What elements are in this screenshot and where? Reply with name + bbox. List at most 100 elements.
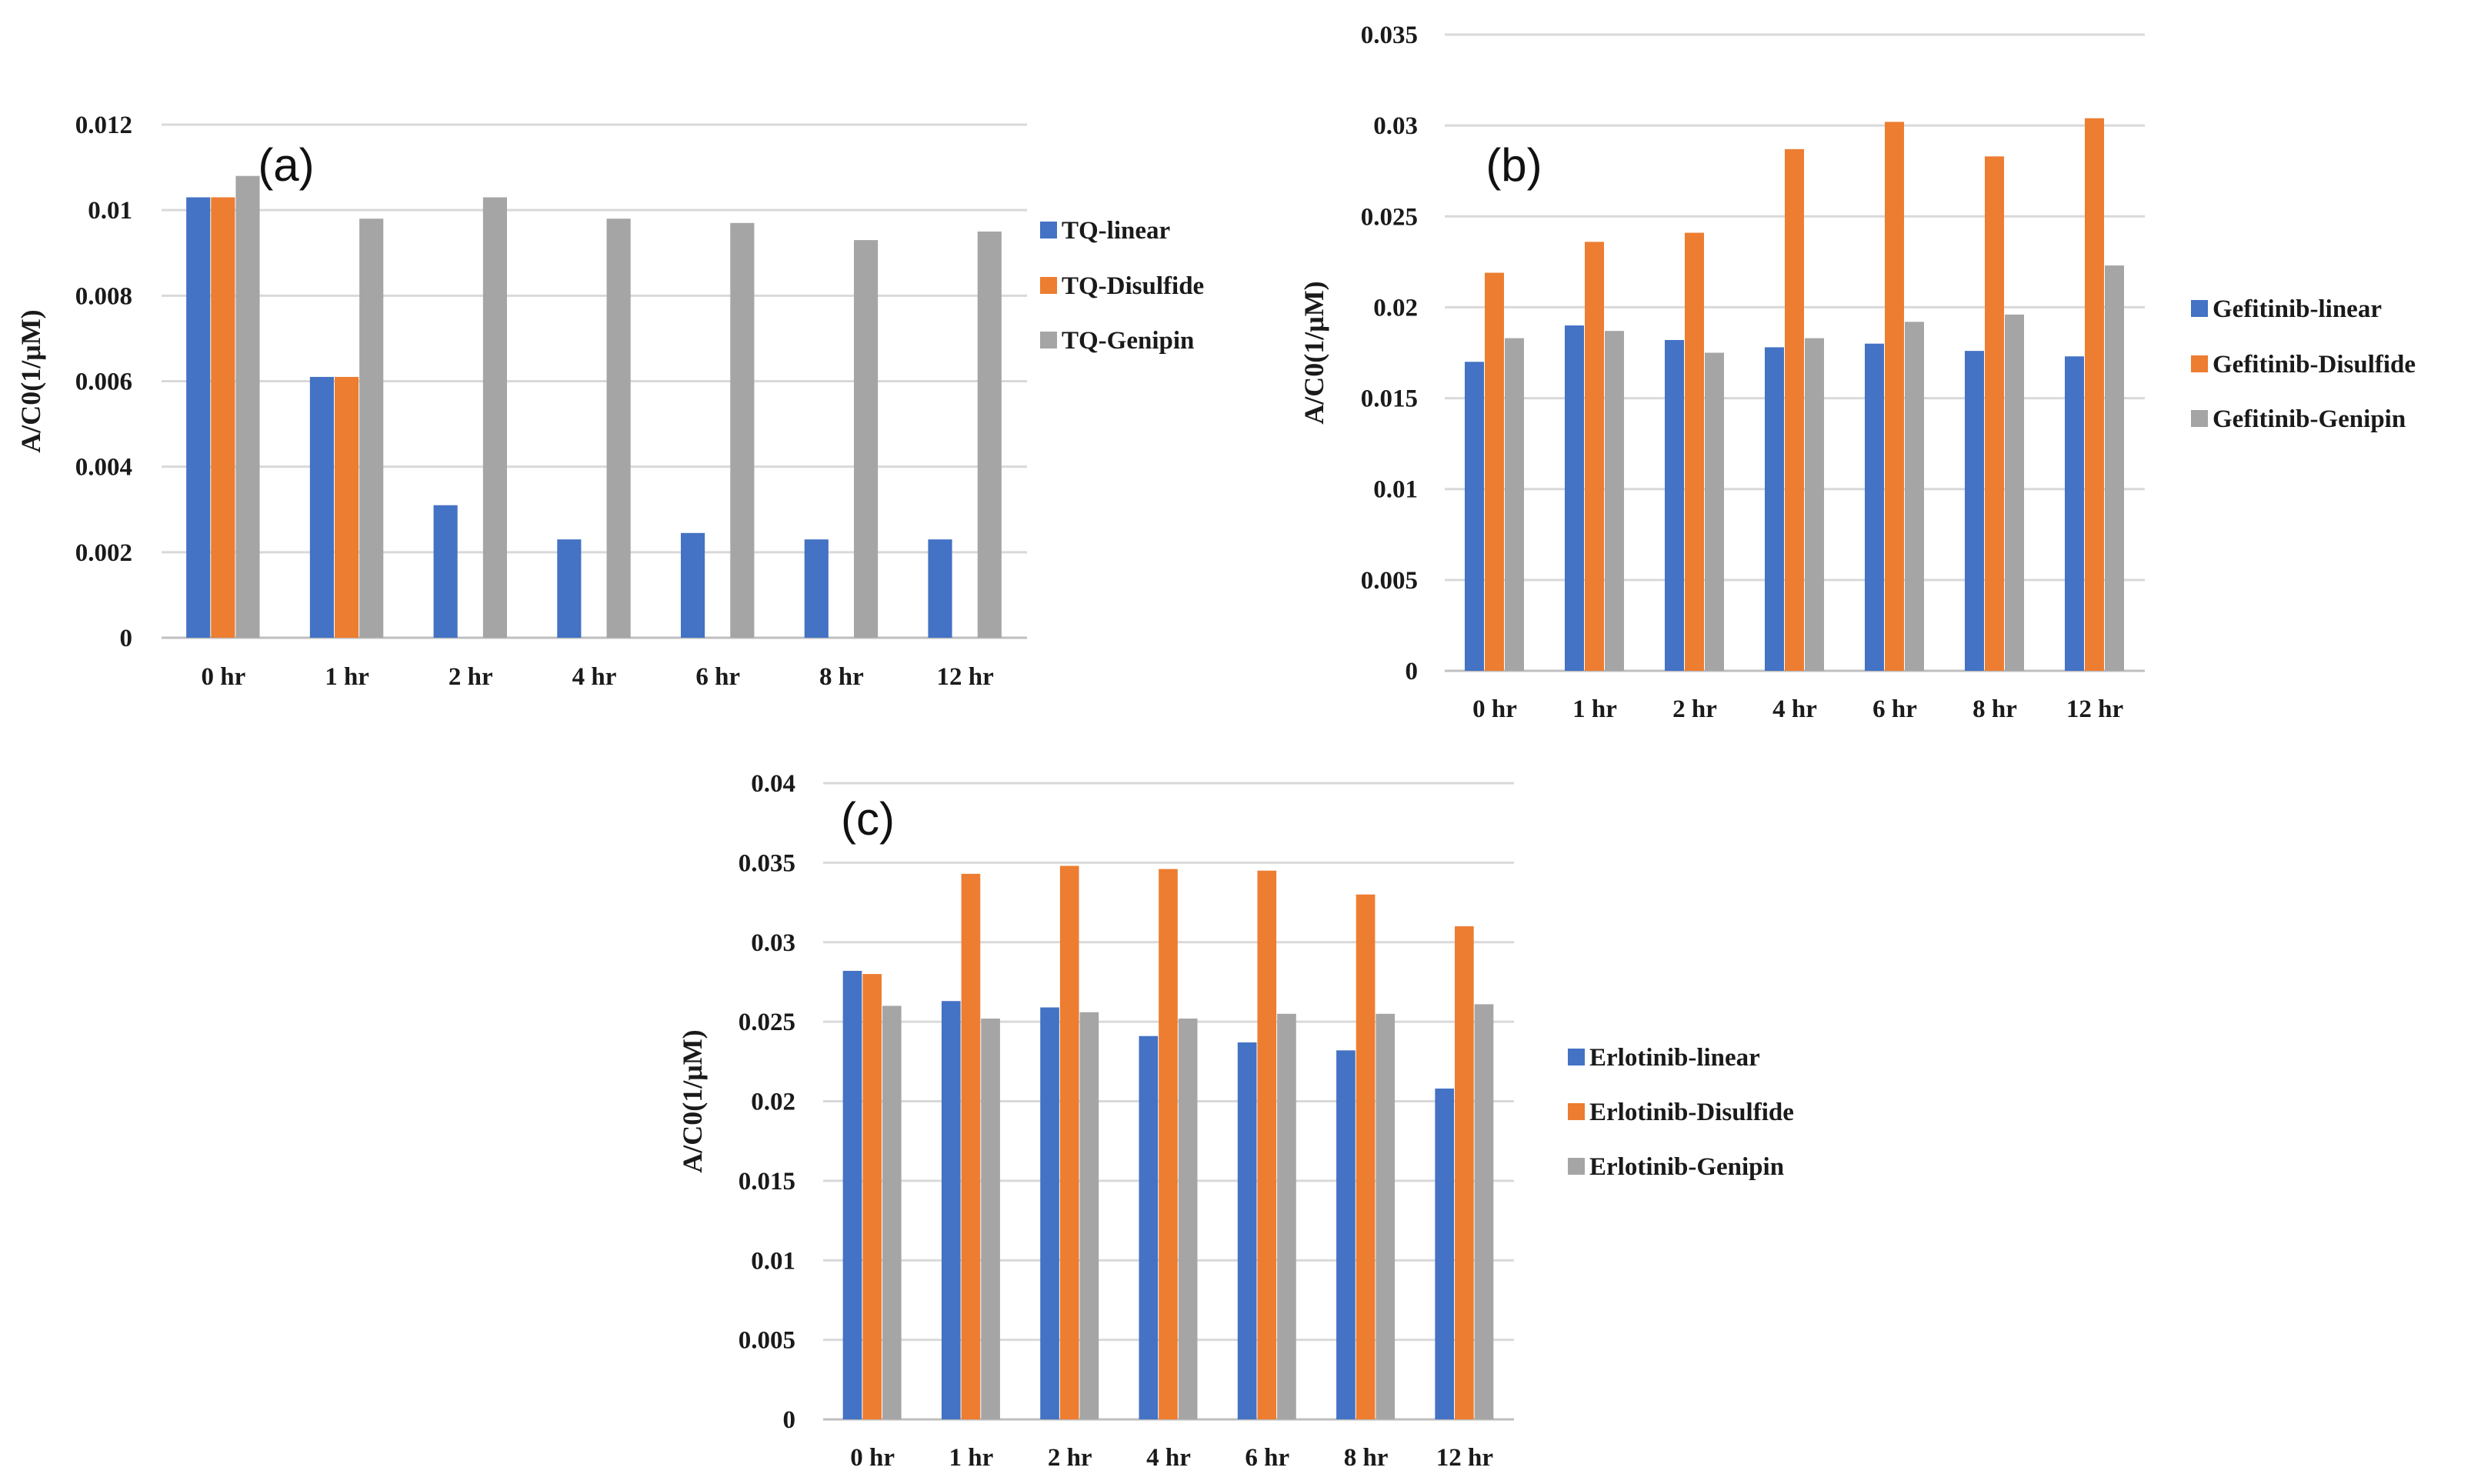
bar-linear xyxy=(1237,1042,1257,1419)
x-tick-label: 12 hr xyxy=(937,663,994,691)
x-tick-label: 1 hr xyxy=(325,663,369,691)
x-tick-label: 8 hr xyxy=(1344,1444,1389,1472)
bar-genipin xyxy=(2005,314,2024,671)
bar-disulfide xyxy=(211,197,235,638)
bar-linear xyxy=(186,197,211,638)
y-tick-label: 0.015 xyxy=(1361,385,1418,413)
bar-genipin xyxy=(854,240,879,638)
legend-swatch-linear xyxy=(1568,1049,1585,1065)
x-tick-label: 0 hr xyxy=(850,1444,895,1472)
bar-genipin xyxy=(1178,1018,1198,1419)
y-tick-label: 0.004 xyxy=(75,454,132,482)
bar-disulfide xyxy=(335,376,359,638)
bar-linear xyxy=(1040,1007,1059,1419)
bar-genipin xyxy=(1474,1004,1494,1419)
y-tick-label: 0 xyxy=(120,625,133,652)
x-tick-label: 8 hr xyxy=(819,663,864,691)
y-tick-label: 0.002 xyxy=(75,539,132,567)
bar-linear xyxy=(1139,1035,1159,1419)
x-tick-label: 4 hr xyxy=(1772,695,1817,723)
y-tick-label: 0.01 xyxy=(751,1247,795,1275)
bar-genipin xyxy=(730,222,755,638)
bar-disulfide xyxy=(961,873,981,1419)
bar-genipin xyxy=(359,218,384,638)
y-tick-label: 0.02 xyxy=(751,1089,795,1116)
bar-linear xyxy=(928,539,952,638)
bar-linear xyxy=(1435,1088,1455,1419)
legend-swatch-disulfide xyxy=(1568,1103,1585,1120)
bar-disulfide xyxy=(1785,148,1804,672)
y-tick-label: 0.025 xyxy=(739,1009,795,1036)
bar-linear xyxy=(1765,347,1784,671)
bar-disulfide xyxy=(1159,869,1178,1419)
x-tick-label: 4 hr xyxy=(572,663,617,691)
bar-genipin xyxy=(1079,1012,1099,1419)
bar-genipin xyxy=(882,1005,902,1419)
legend-swatch-genipin xyxy=(1040,332,1057,348)
x-tick-label: 2 hr xyxy=(1672,695,1717,723)
y-tick-label: 0.035 xyxy=(1361,22,1418,49)
bar-genipin xyxy=(1805,338,1824,671)
bar-genipin xyxy=(235,175,260,638)
y-tick-label: 0.03 xyxy=(1373,112,1418,140)
bar-disulfide xyxy=(1985,156,2004,672)
bar-linear xyxy=(1665,339,1684,671)
y-axis-label: A/C0(1/μM) xyxy=(1299,281,1329,424)
bar-disulfide xyxy=(1885,122,1904,672)
bar-linear xyxy=(1565,325,1584,671)
bar-genipin xyxy=(482,197,507,638)
bar-genipin xyxy=(1705,352,1724,671)
bar-linear xyxy=(2065,356,2084,671)
bar-linear xyxy=(557,539,582,638)
x-tick-label: 0 hr xyxy=(201,663,245,691)
legend-swatch-linear xyxy=(2191,300,2208,317)
y-tick-label: 0.04 xyxy=(751,770,795,798)
legend-label: TQ-Disulfide xyxy=(1062,272,1204,300)
legend-label: Gefitinib-Disulfide xyxy=(2213,351,2416,379)
legend-swatch-disulfide xyxy=(2191,355,2208,372)
y-axis-label: A/C0(1/μM) xyxy=(15,309,46,452)
y-tick-label: 0.02 xyxy=(1373,294,1418,322)
bar-disulfide xyxy=(862,974,882,1419)
bar-genipin xyxy=(1505,338,1524,671)
x-tick-label: 4 hr xyxy=(1146,1444,1191,1472)
bar-disulfide xyxy=(1455,926,1474,1419)
x-tick-label: 6 hr xyxy=(1245,1444,1289,1472)
y-tick-label: 0.03 xyxy=(751,929,795,957)
y-tick-label: 0.035 xyxy=(739,849,795,877)
bar-linear xyxy=(804,539,829,638)
legend-label: Erlotinib-Genipin xyxy=(1589,1153,1784,1181)
x-tick-label: 1 hr xyxy=(949,1444,994,1472)
x-tick-label: 8 hr xyxy=(1972,695,2017,723)
bar-linear xyxy=(1465,362,1484,671)
y-tick-label: 0.01 xyxy=(88,197,132,225)
y-tick-label: 0.005 xyxy=(1361,567,1418,595)
bar-genipin xyxy=(1605,331,1624,671)
bar-genipin xyxy=(977,231,1002,638)
y-tick-label: 0.025 xyxy=(1361,203,1418,231)
bar-disulfide xyxy=(1685,232,1704,672)
bar-genipin xyxy=(1905,322,1924,671)
x-tick-label: 12 hr xyxy=(1436,1444,1493,1472)
legend-swatch-disulfide xyxy=(1040,277,1057,294)
chart-panel-b: 0 0.005 0.01 0.015 0.02 0.025 0.03 0.035 A/C0(1/… xyxy=(1299,22,2416,723)
x-tick-label: 2 hr xyxy=(1048,1444,1092,1472)
x-tick-label: 6 hr xyxy=(1872,695,1917,723)
y-tick-label: 0.01 xyxy=(1373,476,1418,504)
y-tick-label: 0 xyxy=(1406,658,1419,685)
bar-linear xyxy=(941,1001,961,1419)
x-tick-label: 2 hr xyxy=(449,663,493,691)
x-tick-label: 1 hr xyxy=(1572,695,1617,723)
y-tick-label: 0.006 xyxy=(75,368,132,396)
bar-genipin xyxy=(2105,265,2124,671)
legend-label: TQ-Genipin xyxy=(1062,327,1194,355)
legend-label: Gefitinib-linear xyxy=(2213,295,2382,323)
panel-label: (c) xyxy=(841,793,895,845)
legend-label: TQ-linear xyxy=(1062,217,1170,245)
bar-linear xyxy=(433,505,458,638)
bar-genipin xyxy=(981,1018,1000,1419)
y-tick-label: 0.005 xyxy=(739,1327,795,1355)
bar-linear xyxy=(1336,1050,1356,1419)
bar-linear xyxy=(1965,351,1984,671)
